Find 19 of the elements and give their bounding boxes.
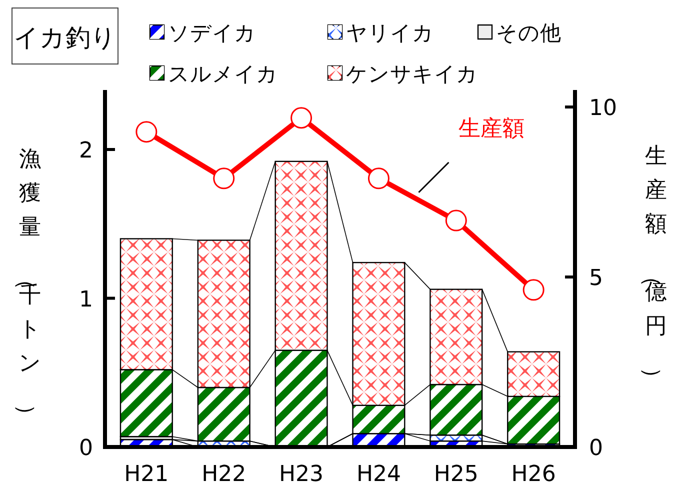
y2-tick-label: 5 [589, 266, 603, 291]
legend-label: ソデイカ [168, 21, 256, 45]
legend-label: ケンサキイカ [346, 62, 478, 86]
y-tick-label: 1 [79, 287, 93, 312]
legend-label: ヤリイカ [346, 21, 434, 45]
y2-tick-label: 0 [589, 436, 603, 461]
chart-title: イカ釣り [14, 23, 116, 52]
x-tick-label: H25 [434, 462, 478, 487]
x-tick-label: H21 [124, 462, 169, 487]
x-tick-label: H24 [356, 462, 401, 487]
y2-tick-label: 10 [589, 96, 617, 121]
legend-label: スルメイカ [168, 62, 278, 86]
legend-label: その他 [496, 21, 561, 45]
text: 生産額 [458, 116, 525, 142]
y-tick-label: 2 [79, 138, 93, 164]
x-tick-label: H26 [511, 462, 556, 487]
x-tick-label: H22 [202, 462, 246, 487]
x-tick-label: H23 [279, 462, 324, 487]
y-tick-label: 0 [79, 436, 93, 461]
